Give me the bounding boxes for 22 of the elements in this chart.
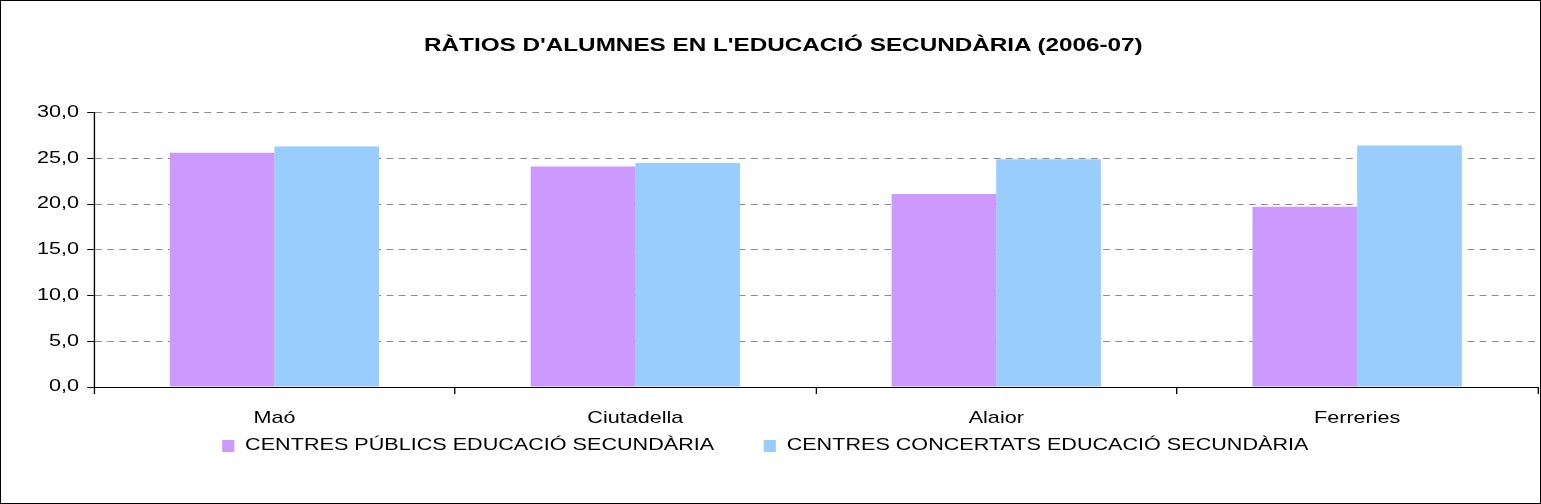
x-tick-label: Ciutadella xyxy=(587,408,684,427)
chart-title: RÀTIOS D'ALUMNES EN L'EDUCACIÓ SECUNDÀRIA (2006-07) xyxy=(424,33,1143,55)
x-tick-label: Maó xyxy=(253,408,296,427)
y-tick-label: 20,0 xyxy=(37,194,80,212)
legend-label: CENTRES CONCERTATS EDUCACIÓ SECUNDÀRIA xyxy=(786,436,1344,454)
bar xyxy=(530,166,636,387)
y-tick-label: 25,0 xyxy=(37,148,80,167)
bar xyxy=(1357,145,1462,387)
bar xyxy=(635,162,741,387)
y-tick-label: 30,0 xyxy=(37,102,80,121)
y-tick-label: 15,0 xyxy=(37,239,80,258)
bar xyxy=(891,194,997,387)
bar xyxy=(1252,206,1358,387)
legend-label: CENTRES PÚBLICS EDUCACIÓ SECUNDÀRIA xyxy=(245,436,749,454)
bar xyxy=(274,146,380,387)
y-tick-label: 10,0 xyxy=(37,285,80,304)
x-tick-label: Ferreries xyxy=(1314,408,1401,427)
y-tick-label: 0,0 xyxy=(49,377,80,395)
x-tick-label: Alaior xyxy=(968,408,1025,427)
bar xyxy=(169,152,275,387)
bar xyxy=(996,159,1101,387)
y-tick-label: 5,0 xyxy=(49,331,80,350)
